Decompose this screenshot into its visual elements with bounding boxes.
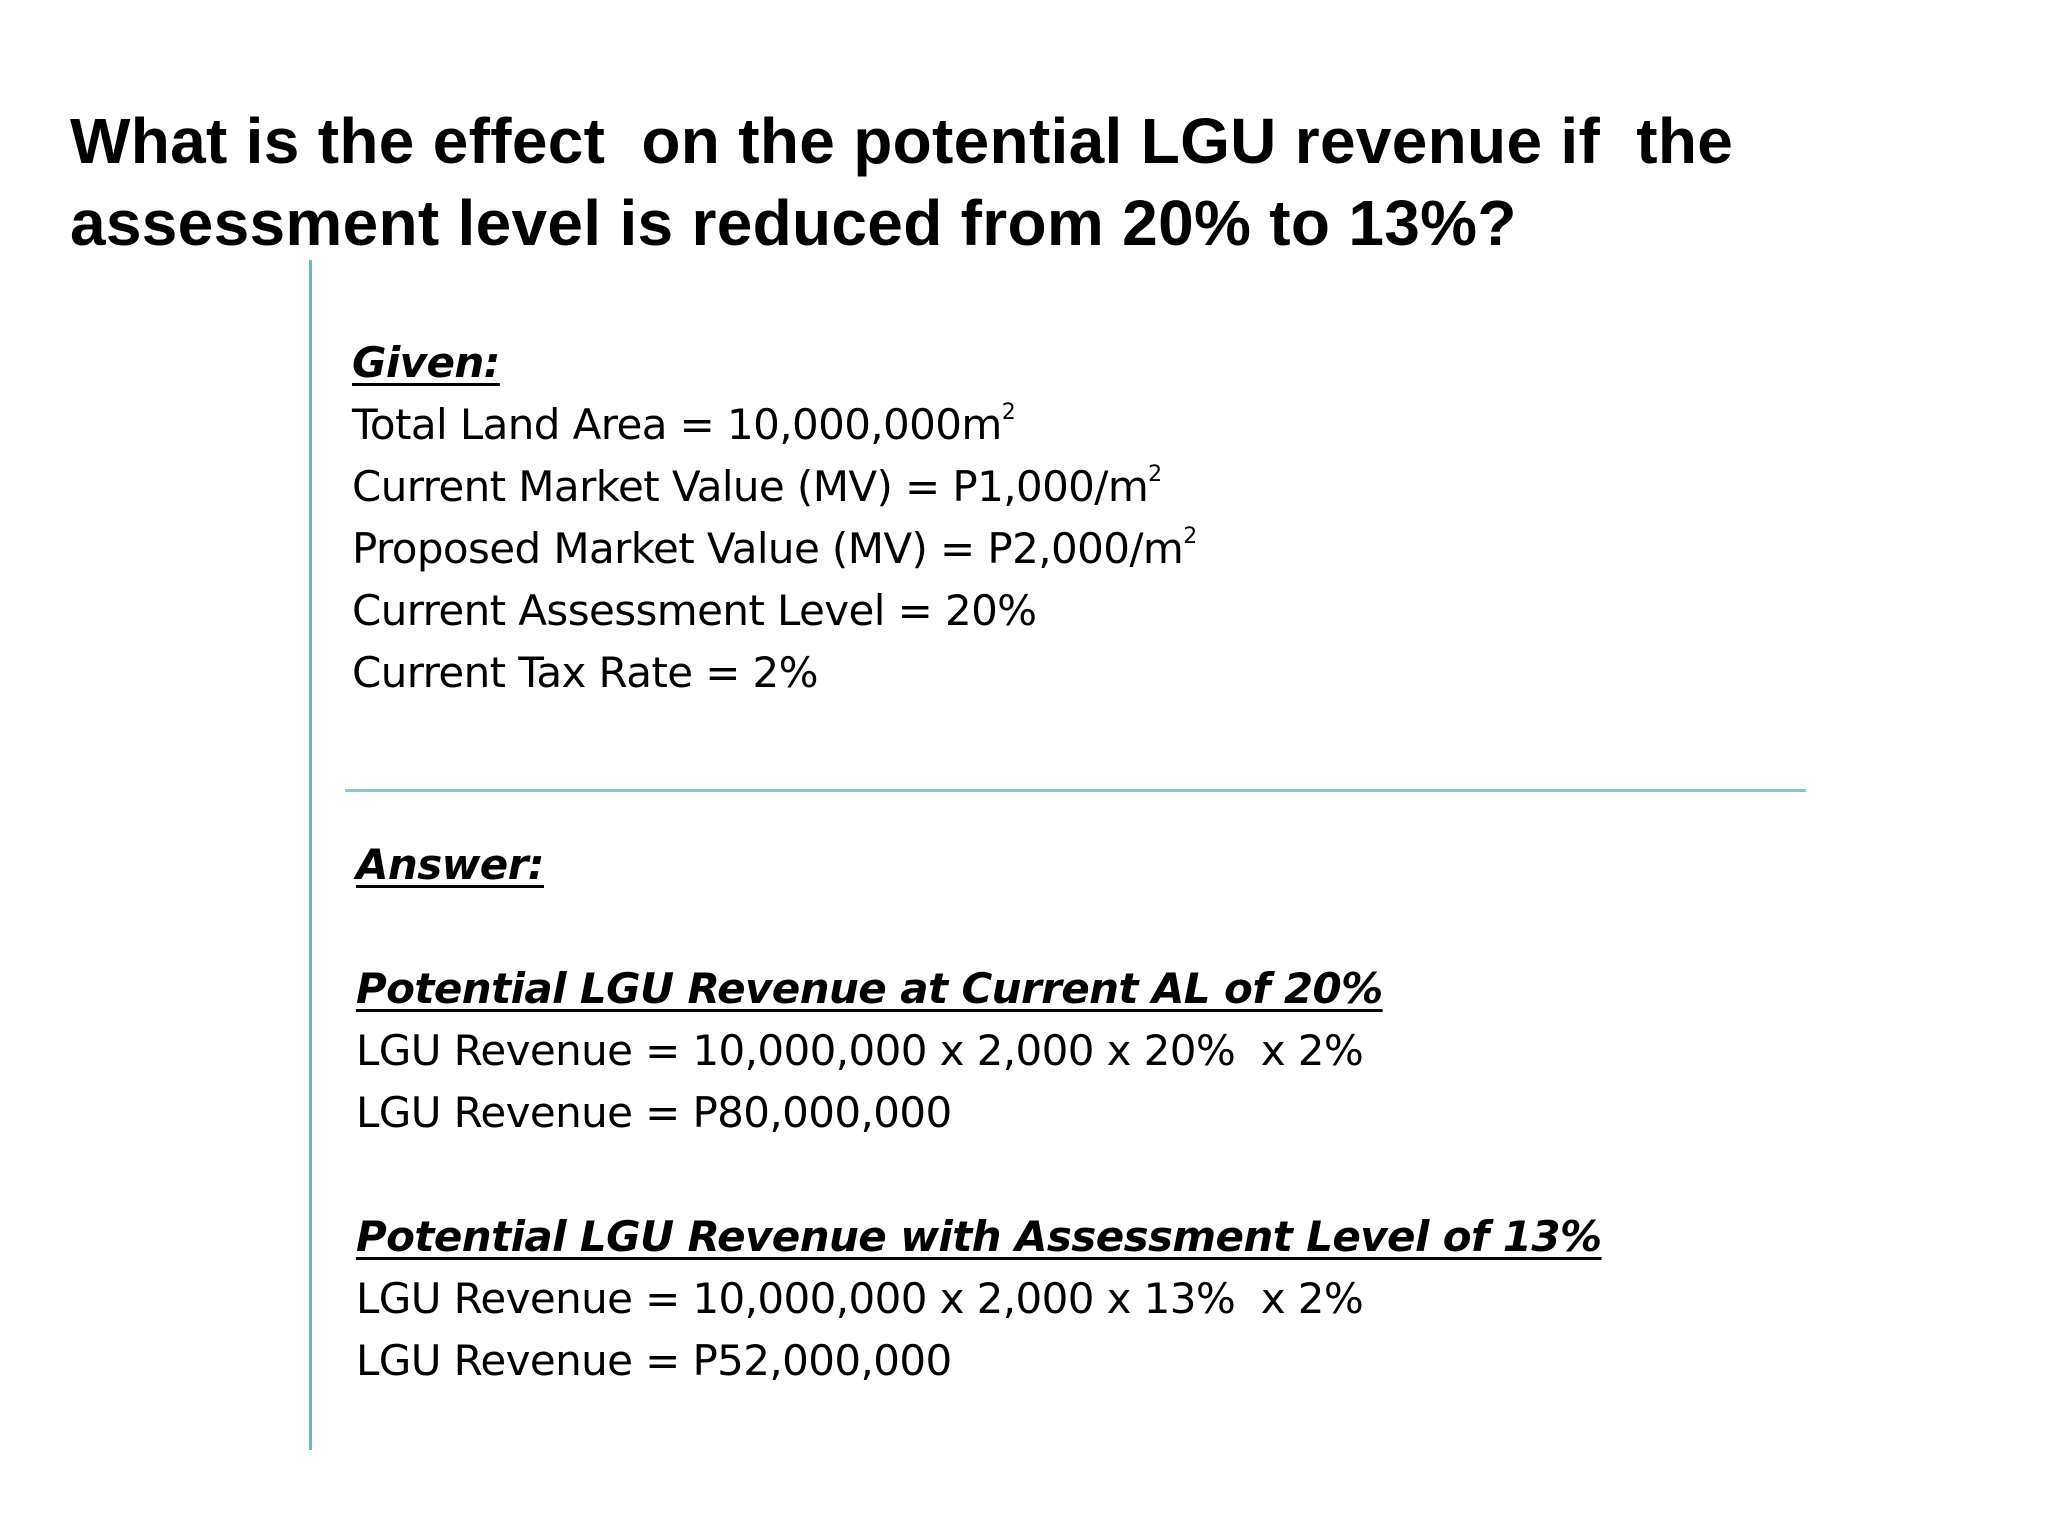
given-item-current-tax-rate: Current Tax Rate = 2%: [352, 642, 1197, 704]
given-item-text: Current Assessment Level = 20%: [352, 586, 1037, 635]
vertical-divider: [309, 260, 312, 1450]
scenario-formula-current: LGU Revenue = 10,000,000 x 2,000 x 20% x…: [356, 1026, 1364, 1075]
given-item-proposed-market-value: Proposed Market Value (MV) = P2,000/m2: [352, 518, 1197, 580]
given-section: Given: Total Land Area = 10,000,000m2 Cu…: [352, 332, 1197, 704]
slide-title: What is the effect on the potential LGU …: [70, 100, 1970, 264]
given-item-text: Total Land Area = 10,000,000m: [352, 400, 1002, 449]
superscript: 2: [1001, 400, 1016, 425]
given-item-text: Current Tax Rate = 2%: [352, 648, 819, 697]
scenario-result-current: LGU Revenue = P80,000,000: [356, 1088, 952, 1137]
horizontal-divider: [345, 789, 1806, 792]
title-line-2: assessment level is reduced from 20% to …: [70, 187, 1517, 259]
title-line-1: What is the effect on the potential LGU …: [70, 105, 1734, 177]
answer-heading: Answer:: [356, 840, 545, 889]
scenario-heading-reduced: Potential LGU Revenue with Assessment Le…: [356, 1212, 1602, 1261]
given-item-total-land-area: Total Land Area = 10,000,000m2: [352, 394, 1197, 456]
spacer: [356, 1144, 1601, 1206]
given-item-current-assessment-level: Current Assessment Level = 20%: [352, 580, 1197, 642]
scenario-result-reduced: LGU Revenue = P52,000,000: [356, 1336, 952, 1385]
superscript: 2: [1183, 524, 1197, 549]
scenario-heading-current: Potential LGU Revenue at Current AL of 2…: [356, 964, 1383, 1013]
spacer: [356, 896, 1601, 958]
given-item-text: Current Market Value (MV) = P1,000/m: [352, 462, 1149, 511]
scenario-formula-reduced: LGU Revenue = 10,000,000 x 2,000 x 13% x…: [356, 1274, 1364, 1323]
given-item-text: Proposed Market Value (MV) = P2,000/m: [352, 524, 1184, 573]
given-item-current-market-value: Current Market Value (MV) = P1,000/m2: [352, 456, 1197, 518]
given-heading: Given:: [352, 338, 500, 387]
superscript: 2: [1148, 462, 1162, 487]
answer-section: Answer: Potential LGU Revenue at Current…: [356, 834, 1602, 1392]
